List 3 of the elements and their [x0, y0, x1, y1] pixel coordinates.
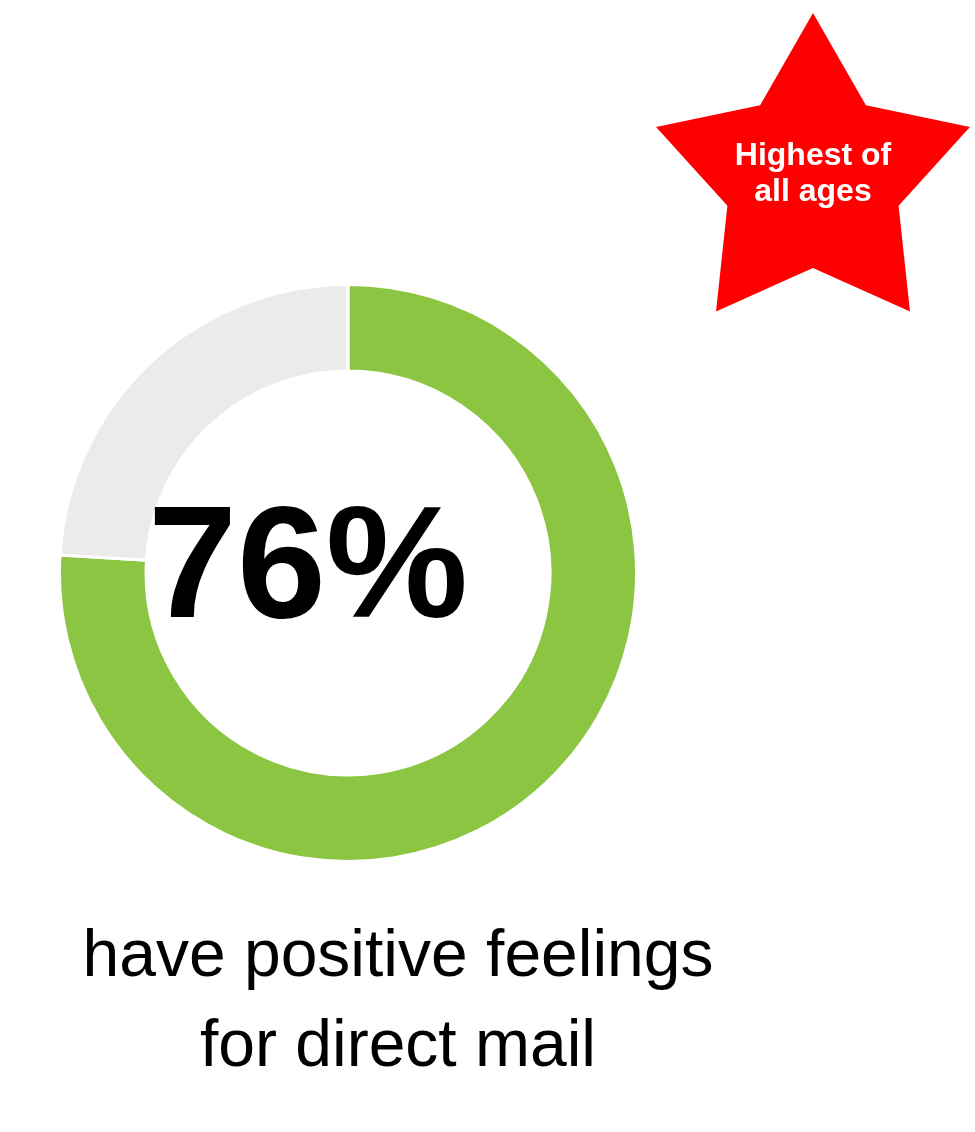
text: have positive feelings for direct mail: [81, 915, 715, 1082]
data-label: 76%: [147, 472, 469, 652]
text: Highest of all ages: [733, 136, 893, 208]
